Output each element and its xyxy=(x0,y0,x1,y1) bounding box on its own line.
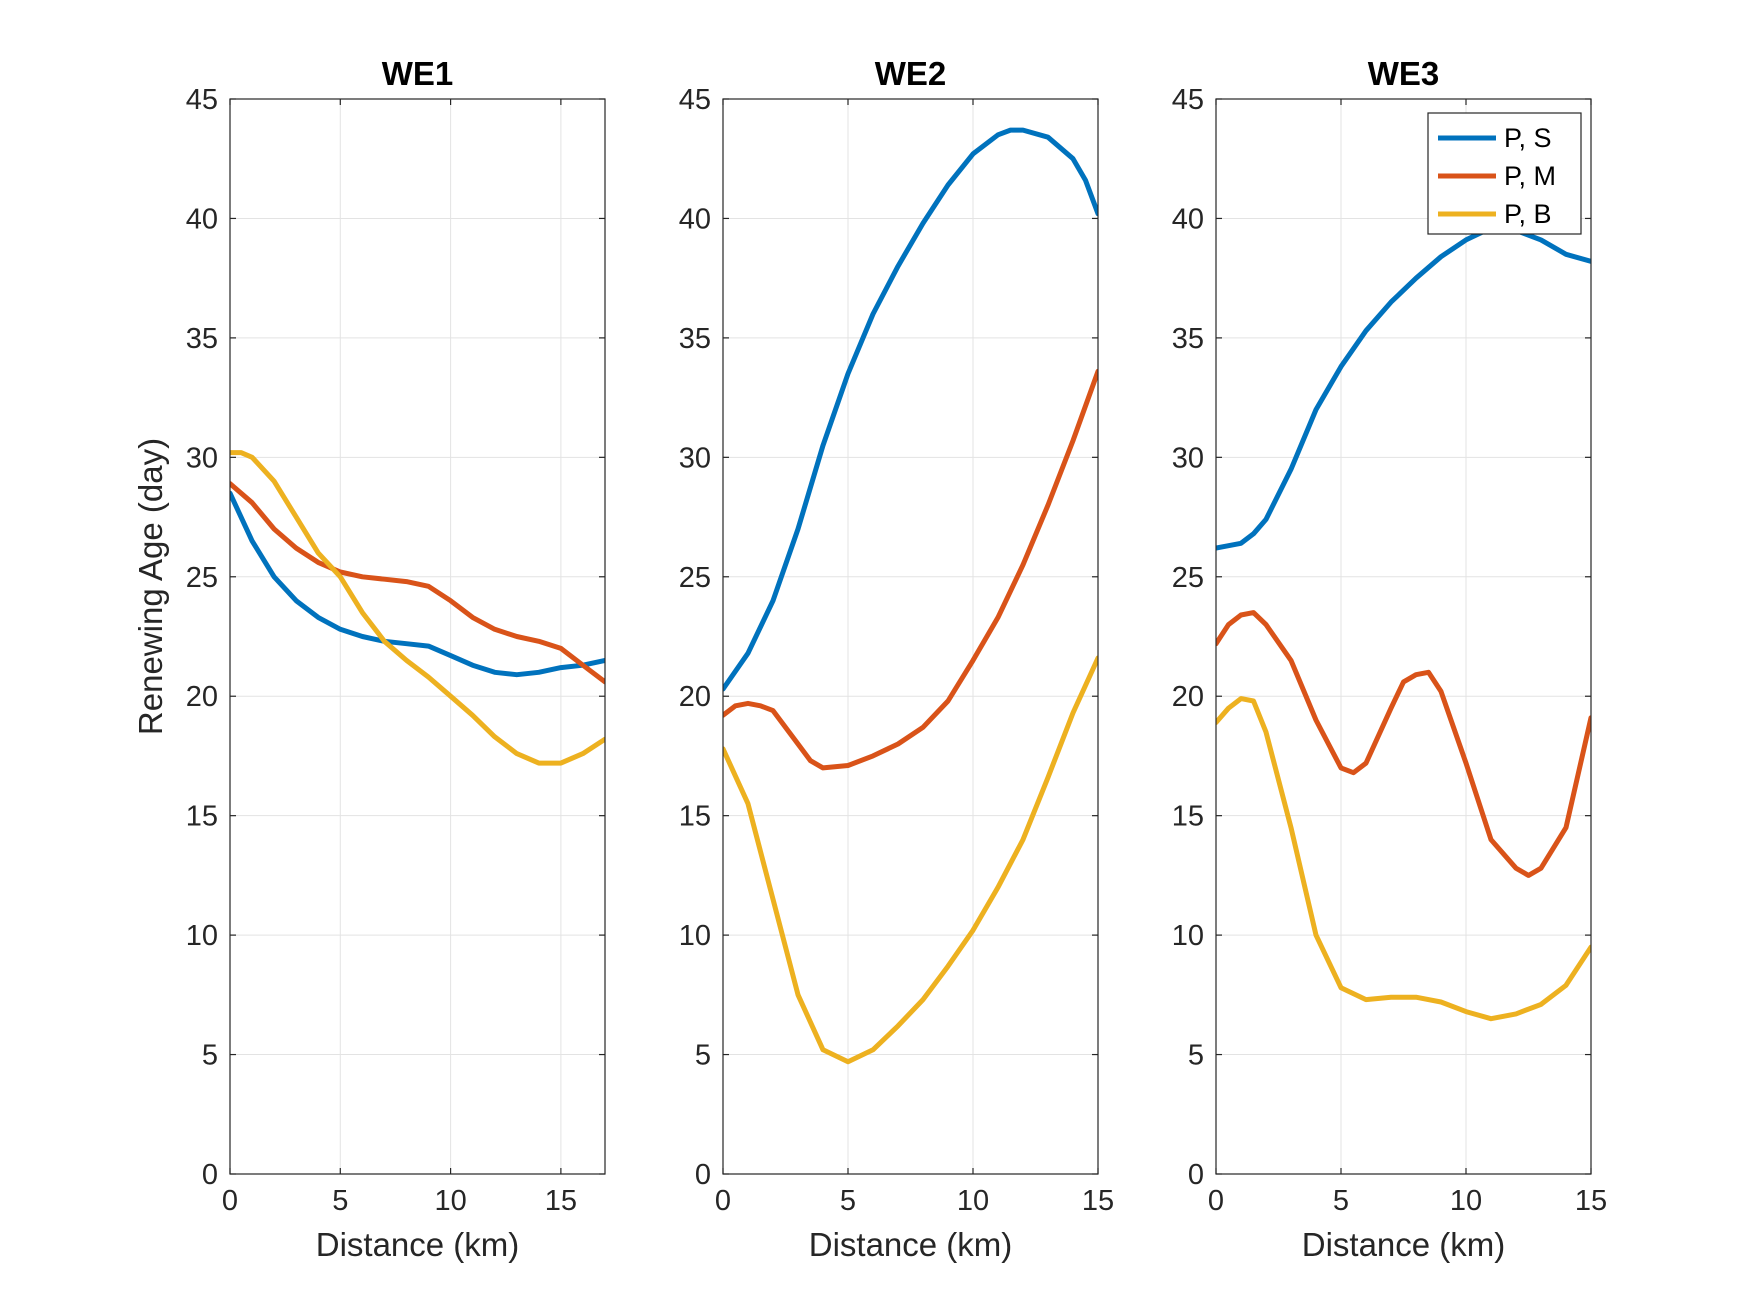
series-line-p-m xyxy=(1216,610,1591,878)
chart-panel-we3: 0 5 10 15 0 5 10 15 20 25 30 35 40 45 WE3 Distance (km)… xyxy=(1172,55,1607,1263)
x-tick-label: 10 xyxy=(957,1185,989,1217)
y-tick-label: 10 xyxy=(186,920,218,952)
y-tick-label: 30 xyxy=(1172,442,1204,474)
y-tick-label: 5 xyxy=(202,1040,218,1072)
axes-box xyxy=(1215,98,1592,1175)
axes-box xyxy=(229,98,606,1175)
x-tick-label: 5 xyxy=(332,1185,348,1217)
y-tick-label: 30 xyxy=(186,442,218,474)
chart-title: WE3 xyxy=(1368,55,1440,92)
axes-box xyxy=(722,98,1099,1175)
chart-panel-we2: 0 5 10 15 0 5 10 15 20 25 30 35 40 45 WE2 Distance (km) xyxy=(679,55,1114,1263)
y-tick-label: 40 xyxy=(679,203,711,235)
series-line-p-m xyxy=(723,368,1098,771)
chart-panel-we1: 0 5 10 15 0 5 10 15 20 25 30 35 40 45 WE1 Distance (km) xyxy=(186,55,606,1263)
y-tick-label: 10 xyxy=(679,920,711,952)
y-tick-label: 20 xyxy=(186,681,218,713)
chart-title: WE1 xyxy=(382,55,454,92)
y-tick-label: 0 xyxy=(695,1159,711,1191)
y-tick-label: 25 xyxy=(679,562,711,594)
y-tick-label: 5 xyxy=(1188,1040,1204,1072)
legend-label: P, M xyxy=(1504,161,1556,191)
series-line-p-m xyxy=(230,481,605,685)
y-tick-label: 45 xyxy=(679,84,711,116)
legend-label: P, S xyxy=(1504,123,1552,153)
x-axis-label: Distance (km) xyxy=(1302,1226,1506,1263)
y-tick-label: 20 xyxy=(1172,681,1204,713)
x-tick-label: 5 xyxy=(840,1185,856,1217)
y-tick-label: 5 xyxy=(695,1040,711,1072)
x-tick-label: 0 xyxy=(1208,1185,1224,1217)
y-tick-label: 15 xyxy=(1172,801,1204,833)
y-tick-label: 0 xyxy=(202,1159,218,1191)
series-line-p-b xyxy=(723,655,1098,1065)
y-tick-label: 10 xyxy=(1172,920,1204,952)
y-tick-label: 25 xyxy=(186,562,218,594)
y-tick-label: 25 xyxy=(1172,562,1204,594)
x-tick-label: 10 xyxy=(434,1185,466,1217)
x-tick-label: 15 xyxy=(1575,1185,1607,1217)
legend-label: P, B xyxy=(1504,199,1552,229)
y-tick-label: 0 xyxy=(1188,1159,1204,1191)
plot-area xyxy=(723,99,1098,1174)
y-tick-label: 45 xyxy=(1172,84,1204,116)
y-tick-label: 20 xyxy=(679,681,711,713)
y-tick-label: 35 xyxy=(186,323,218,355)
series-line-p-s xyxy=(230,490,605,678)
x-tick-label: 15 xyxy=(1082,1185,1114,1217)
x-tick-label: 0 xyxy=(222,1185,238,1217)
x-tick-label: 0 xyxy=(715,1185,731,1217)
y-tick-label: 40 xyxy=(186,203,218,235)
y-tick-label: 35 xyxy=(679,323,711,355)
x-tick-label: 5 xyxy=(1333,1185,1349,1217)
x-axis-label: Distance (km) xyxy=(809,1226,1013,1263)
y-tick-label: 35 xyxy=(1172,323,1204,355)
y-axis-label: Renewing Age (day) xyxy=(132,438,169,735)
x-tick-label: 10 xyxy=(1450,1185,1482,1217)
y-tick-label: 45 xyxy=(186,84,218,116)
y-tick-label: 15 xyxy=(186,801,218,833)
plot-area xyxy=(230,99,605,1174)
legend: P, S P, M P, B xyxy=(1427,112,1582,235)
y-tick-label: 40 xyxy=(1172,203,1204,235)
x-tick-label: 15 xyxy=(545,1185,577,1217)
series-line-p-b xyxy=(230,450,605,766)
y-tick-label: 30 xyxy=(679,442,711,474)
x-axis-label: Distance (km) xyxy=(316,1226,520,1263)
y-tick-label: 15 xyxy=(679,801,711,833)
chart-title: WE2 xyxy=(875,55,947,92)
series-line-p-b xyxy=(1216,696,1591,1022)
series-line-p-s xyxy=(723,127,1098,692)
